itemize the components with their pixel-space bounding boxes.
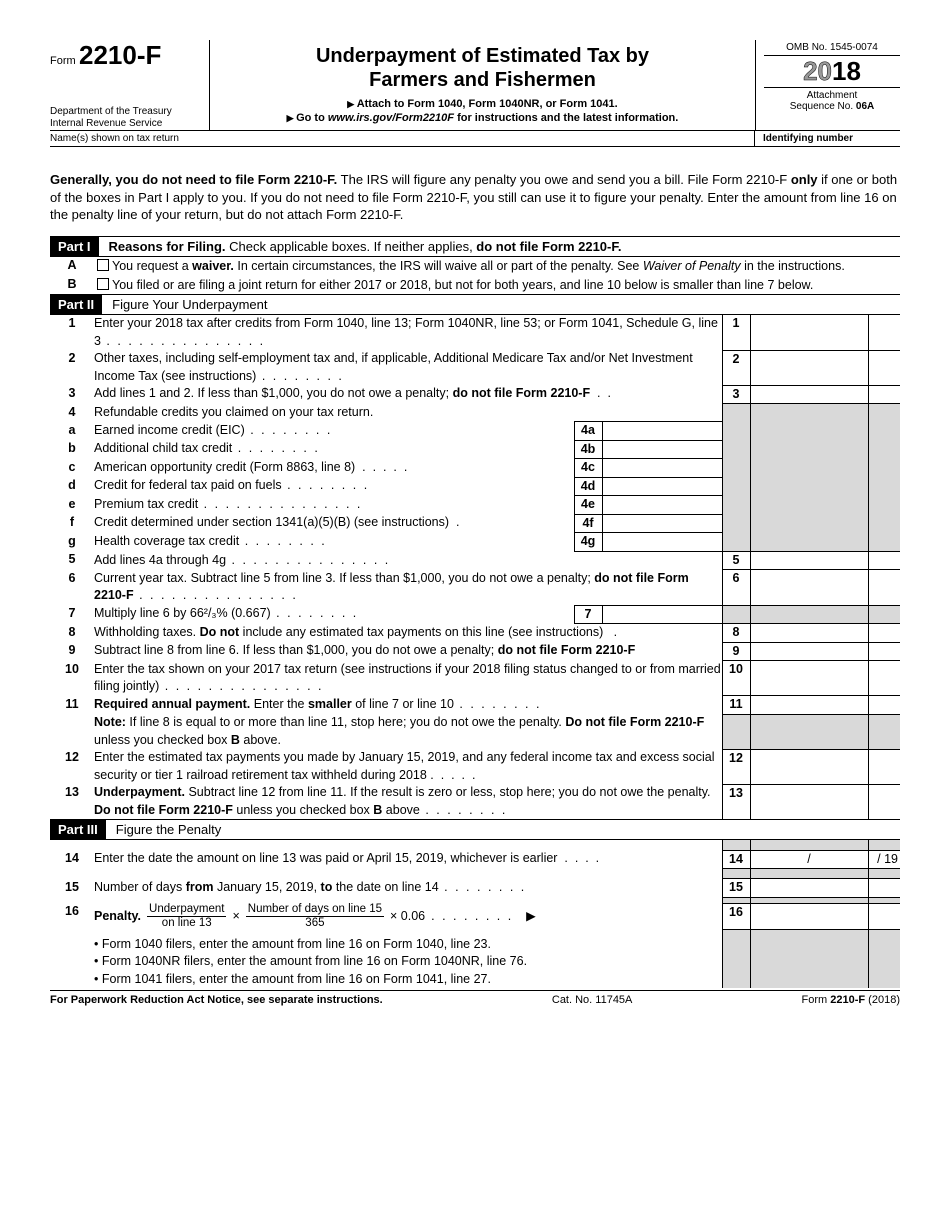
header-center: Underpayment of Estimated Tax by Farmers… xyxy=(210,40,755,130)
checkbox-b[interactable] xyxy=(97,278,109,290)
part3-pill: Part III xyxy=(50,820,106,839)
input-line5[interactable] xyxy=(750,551,868,570)
part1-pill: Part I xyxy=(50,237,99,256)
part2-title: Figure Your Underpayment xyxy=(112,297,267,312)
part1-b-text: You filed or are filing a joint return f… xyxy=(112,277,900,294)
part3-table: 14 Enter the date the amount on line 13 … xyxy=(50,840,900,988)
part1-header: Part I Reasons for Filing. Check applica… xyxy=(50,236,900,257)
input-line3[interactable] xyxy=(750,385,868,404)
input-line6[interactable] xyxy=(750,570,868,606)
identifying-number-label[interactable]: Identifying number xyxy=(755,131,900,146)
input-4f[interactable] xyxy=(602,514,722,533)
dept-line2: Internal Revenue Service xyxy=(50,118,201,130)
general-note: Generally, you do not need to file Form … xyxy=(50,171,900,224)
input-line16[interactable] xyxy=(750,903,868,929)
input-line1[interactable] xyxy=(750,315,868,350)
part1-title: Reasons for Filing. Check applicable box… xyxy=(109,239,622,254)
dept-line1: Department of the Treasury xyxy=(50,106,201,118)
part1-line-b: B You filed or are filing a joint return… xyxy=(50,276,900,295)
input-4c[interactable] xyxy=(602,459,722,478)
part1-line-a: A You request a waiver. In certain circu… xyxy=(50,257,900,276)
input-4e[interactable] xyxy=(602,496,722,515)
footer-center: Cat. No. 11745A xyxy=(552,994,633,1006)
form-header: Form 2210-F Department of the Treasury I… xyxy=(50,40,900,131)
input-4a[interactable] xyxy=(602,422,722,441)
part2-pill: Part II xyxy=(50,295,102,314)
part2-header: Part II Figure Your Underpayment xyxy=(50,294,900,315)
attach-line: Attach to Form 1040, Form 1040NR, or For… xyxy=(220,98,745,110)
input-line12[interactable] xyxy=(750,749,868,784)
input-line7[interactable] xyxy=(602,605,722,624)
part2-table: 1 Enter your 2018 tax after credits from… xyxy=(50,315,900,819)
input-line10[interactable] xyxy=(750,661,868,696)
footer-right: Form 2210-F (2018) xyxy=(802,994,900,1006)
input-line9[interactable] xyxy=(750,642,868,661)
form-title: Underpayment of Estimated Tax by Farmers… xyxy=(220,44,745,92)
input-line14-date[interactable]: / xyxy=(750,850,868,869)
input-4b[interactable] xyxy=(602,440,722,459)
input-line11[interactable] xyxy=(750,696,868,715)
input-line2[interactable] xyxy=(750,350,868,385)
form-number: 2210-F xyxy=(79,40,161,70)
header-subtext: Attach to Form 1040, Form 1040NR, or For… xyxy=(220,98,745,124)
input-line15[interactable] xyxy=(750,879,868,898)
input-4g[interactable] xyxy=(602,533,722,552)
attachment-seq: Attachment Sequence No. 06A xyxy=(764,88,900,112)
input-line13[interactable] xyxy=(750,784,868,819)
omb-number: OMB No. 1545-0074 xyxy=(764,40,900,56)
part3-title: Figure the Penalty xyxy=(116,822,222,837)
dept-block: Department of the Treasury Internal Reve… xyxy=(50,106,201,130)
header-left: Form 2210-F Department of the Treasury I… xyxy=(50,40,210,130)
page-footer: For Paperwork Reduction Act Notice, see … xyxy=(50,990,900,1006)
tax-year: 2018 xyxy=(764,56,900,88)
name-label[interactable]: Name(s) shown on tax return xyxy=(50,131,755,146)
part1-a-text: You request a waiver. In certain circums… xyxy=(112,258,900,275)
footer-left: For Paperwork Reduction Act Notice, see … xyxy=(50,994,383,1006)
penalty-formula: Penalty. Underpaymenton line 13 × Number… xyxy=(94,903,536,929)
input-line8[interactable] xyxy=(750,624,868,643)
checkbox-a[interactable] xyxy=(97,259,109,271)
name-id-row: Name(s) shown on tax return Identifying … xyxy=(50,131,900,147)
part3-header: Part III Figure the Penalty xyxy=(50,819,900,840)
goto-line: Go to www.irs.gov/Form2210F for instruct… xyxy=(220,112,745,124)
form-page: Form 2210-F Department of the Treasury I… xyxy=(0,0,950,1036)
input-4d[interactable] xyxy=(602,477,722,496)
form-label: Form xyxy=(50,55,76,67)
header-right: OMB No. 1545-0074 2018 Attachment Sequen… xyxy=(755,40,900,130)
